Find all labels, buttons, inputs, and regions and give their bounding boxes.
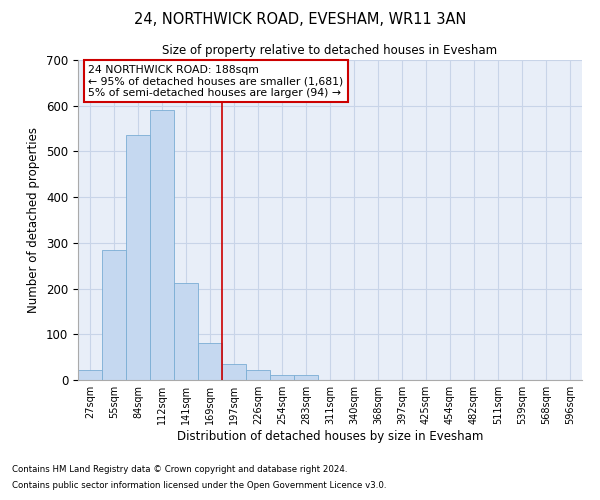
Bar	[174, 283, 198, 380]
Text: 24 NORTHWICK ROAD: 188sqm
← 95% of detached houses are smaller (1,681)
5% of sem: 24 NORTHWICK ROAD: 188sqm ← 95% of detac…	[88, 65, 343, 98]
Bar	[294, 376, 318, 380]
X-axis label: Distribution of detached houses by size in Evesham: Distribution of detached houses by size …	[177, 430, 483, 443]
Text: 24, NORTHWICK ROAD, EVESHAM, WR11 3AN: 24, NORTHWICK ROAD, EVESHAM, WR11 3AN	[134, 12, 466, 28]
Bar	[198, 344, 222, 380]
Title: Size of property relative to detached houses in Evesham: Size of property relative to detached ho…	[163, 44, 497, 58]
Bar	[102, 250, 126, 380]
Bar	[150, 110, 174, 380]
Bar	[126, 136, 150, 380]
Bar	[78, 370, 102, 380]
Bar	[246, 370, 270, 380]
Text: Contains public sector information licensed under the Open Government Licence v3: Contains public sector information licen…	[12, 480, 386, 490]
Y-axis label: Number of detached properties: Number of detached properties	[28, 127, 40, 313]
Text: Contains HM Land Registry data © Crown copyright and database right 2024.: Contains HM Land Registry data © Crown c…	[12, 466, 347, 474]
Bar	[222, 364, 246, 380]
Bar	[270, 376, 294, 380]
